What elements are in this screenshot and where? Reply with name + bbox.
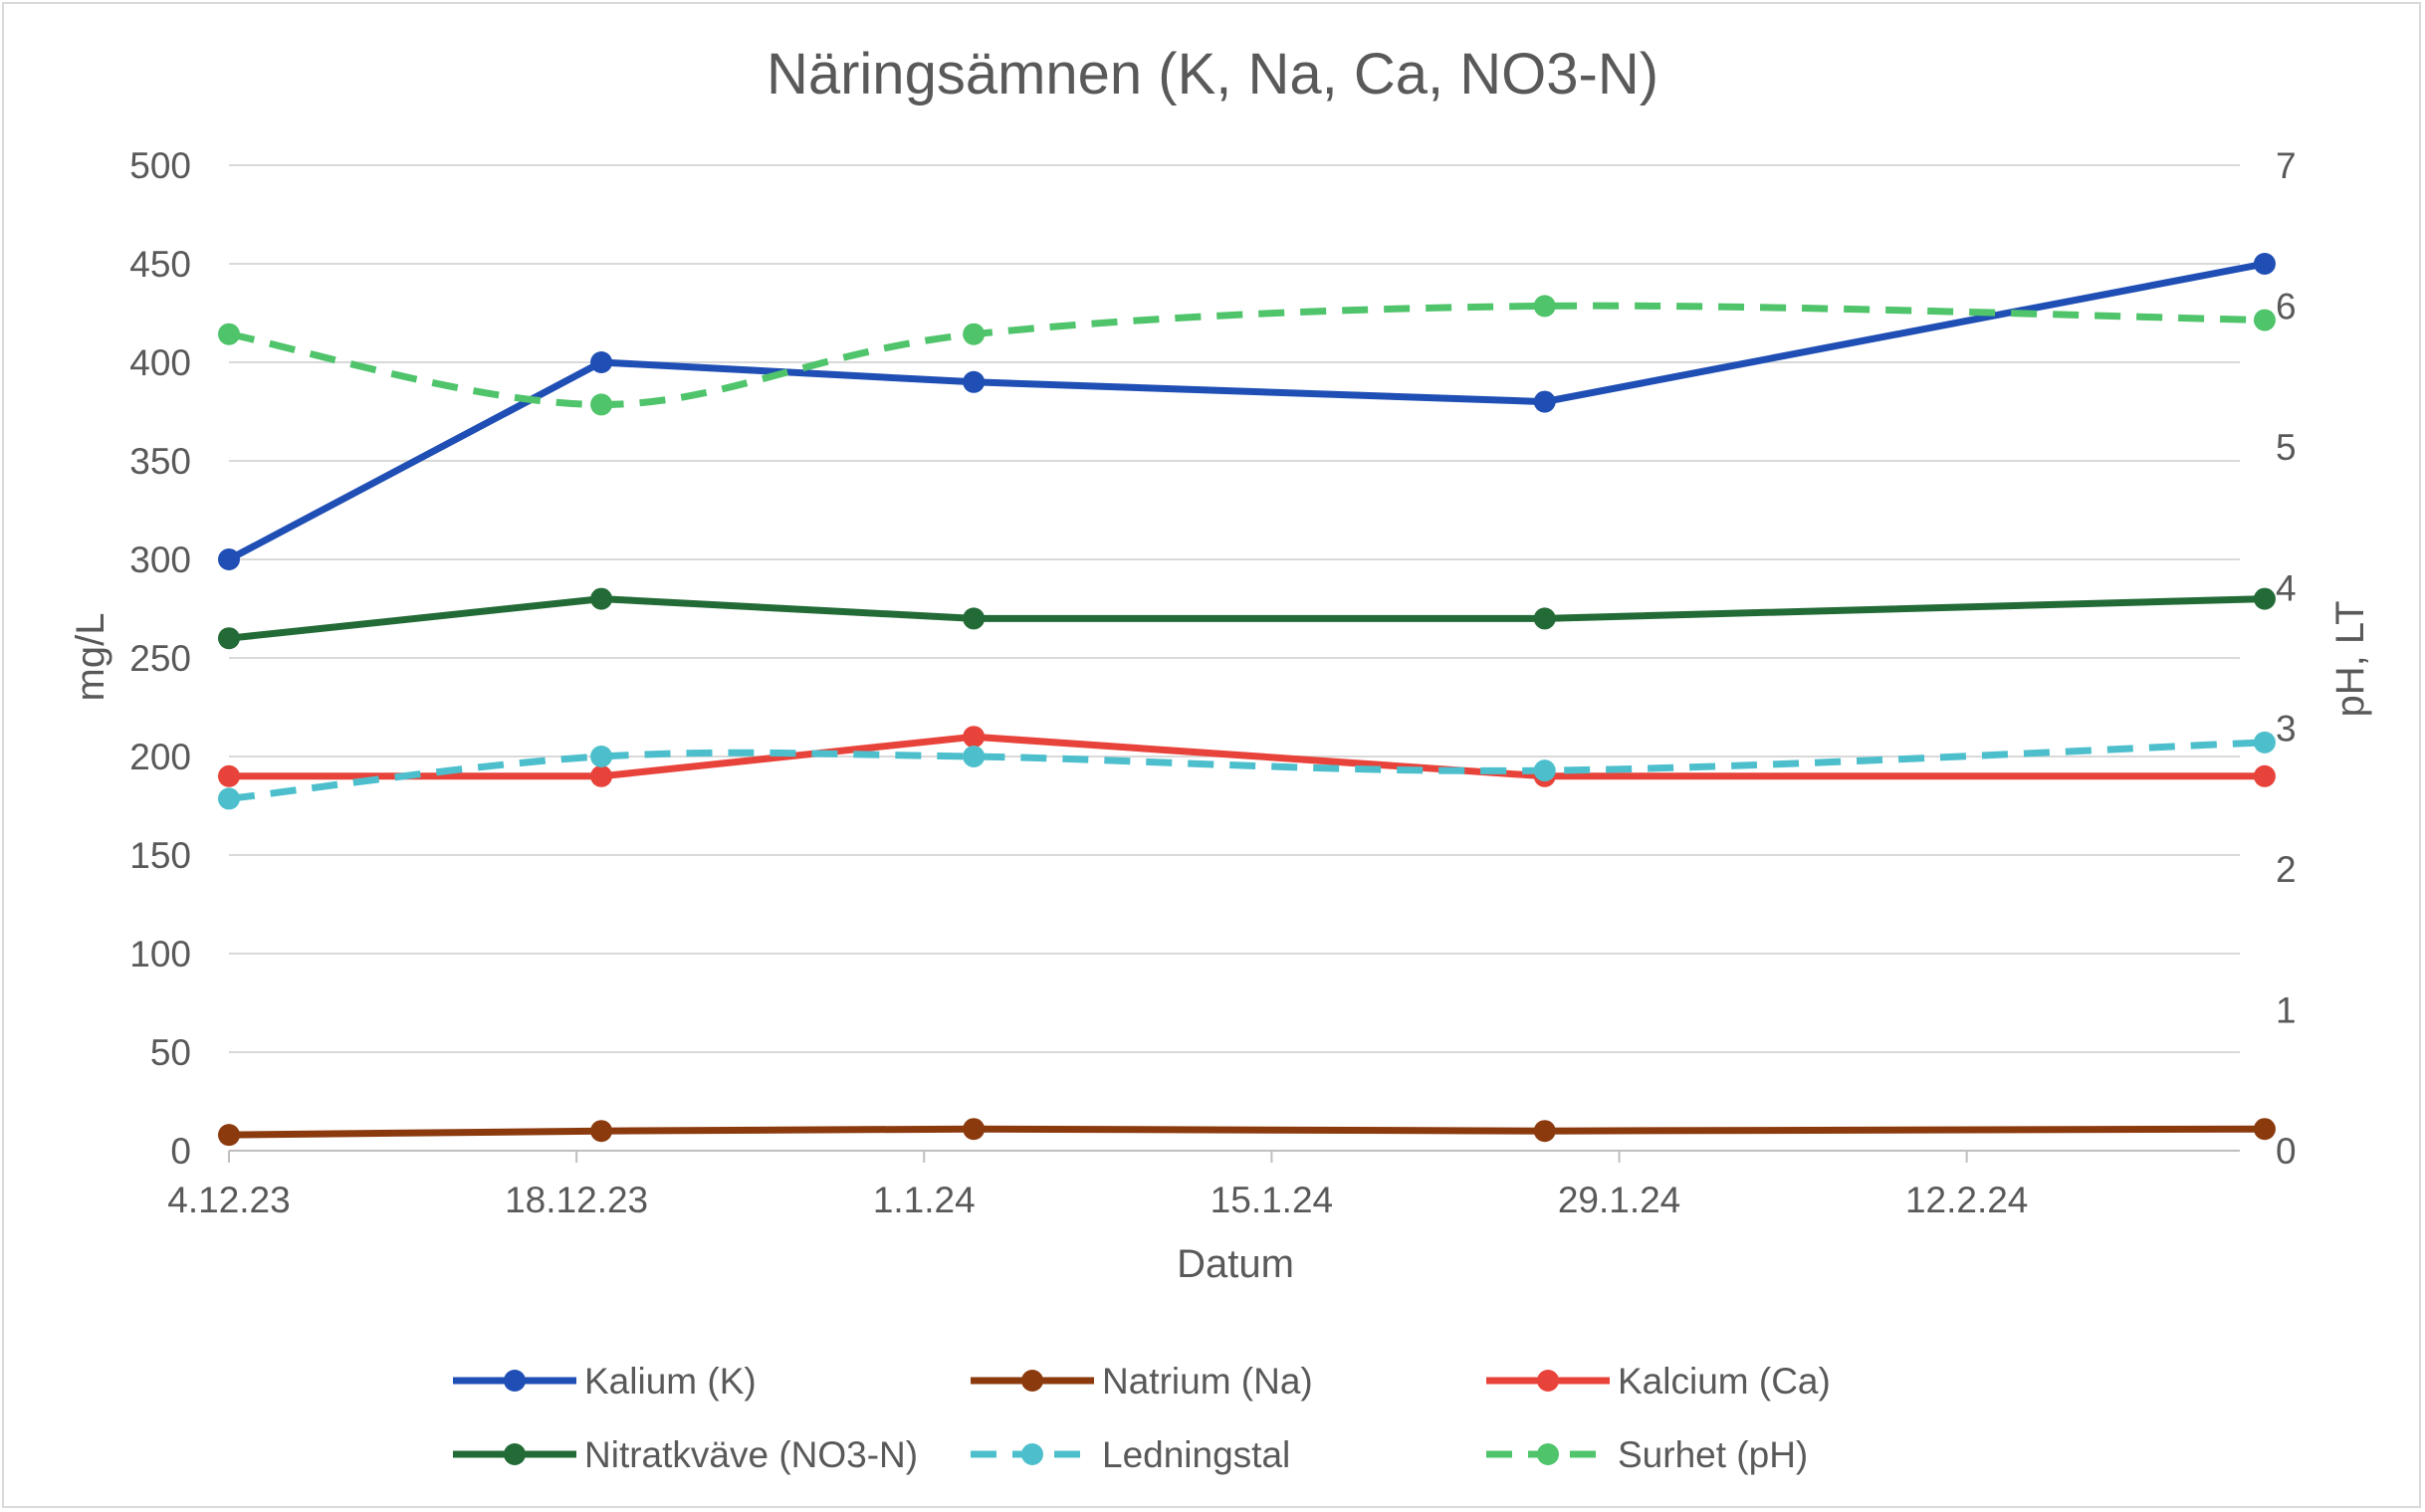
y-tick-label: 300 [129, 540, 191, 580]
data-point [963, 726, 986, 749]
legend-marker [1537, 1370, 1559, 1392]
data-point [1533, 1120, 1556, 1143]
x-axis-title: Datum [1177, 1242, 1294, 1286]
y2-tick-label: 2 [2276, 849, 2297, 890]
y2-tick-label: 1 [2276, 990, 2297, 1031]
y2-axis-title: pH, LT [2328, 600, 2372, 717]
legend-marker [1021, 1443, 1043, 1465]
data-point [218, 787, 240, 810]
y-tick-label: 0 [170, 1131, 191, 1172]
y-tick-label: 500 [129, 145, 191, 186]
y2-tick-label: 4 [2276, 567, 2297, 608]
legend-label: Natrium (Na) [1102, 1361, 1313, 1402]
series-line [228, 302, 2266, 408]
legend-label: Kalcium (Ca) [1618, 1361, 1831, 1402]
y-tick-label: 100 [129, 934, 191, 974]
legend-label: Ledningstal [1102, 1434, 1290, 1475]
data-point [590, 1120, 613, 1143]
y2-tick-label: 6 [2276, 286, 2297, 326]
y-tick-label: 250 [129, 638, 191, 679]
data-point [218, 1124, 240, 1147]
data-point [218, 764, 240, 787]
x-tick-label: 15.1.24 [1211, 1180, 1333, 1220]
series-2 [218, 726, 2276, 787]
data-point [2253, 587, 2276, 610]
data-point [218, 627, 240, 650]
legend-marker [1021, 1370, 1043, 1392]
y-axis-left: 0 50 100 150 200 250 300 350 400 450 500 [129, 145, 191, 1172]
legend-marker [504, 1443, 526, 1465]
y2-tick-label: 3 [2276, 709, 2297, 750]
x-axis: 4.12.23 18.12.23 1.1.24 15.1.24 29.1.24 12.2.… [167, 1150, 2240, 1220]
y-axis-title: mg/L [69, 613, 112, 702]
series-0 [218, 253, 2276, 570]
x-tick-label: 4.12.23 [167, 1180, 290, 1220]
y-tick-label: 400 [129, 342, 191, 383]
legend-marker [1537, 1443, 1559, 1465]
legend-label: Kalium (K) [584, 1361, 757, 1402]
y-axis-right: 0 1 2 3 4 5 6 7 [2276, 145, 2297, 1172]
data-point [2253, 731, 2276, 754]
x-tick-label: 29.1.24 [1558, 1180, 1680, 1220]
y-tick-label: 350 [129, 441, 191, 482]
x-tick-label: 12.2.24 [1905, 1180, 2028, 1220]
data-point [1533, 390, 1556, 413]
legend-item: Natrium (Na) [971, 1361, 1313, 1402]
x-tick-label: 18.12.23 [505, 1180, 648, 1220]
legend-label: Nitratkväve (NO3-N) [584, 1434, 918, 1475]
y2-tick-label: 5 [2276, 427, 2297, 468]
data-point [2253, 253, 2276, 275]
data-point [590, 587, 613, 610]
data-point [590, 764, 613, 787]
data-point [1533, 607, 1556, 630]
legend-marker [504, 1370, 526, 1392]
series-4 [218, 731, 2276, 810]
y2-tick-label: 0 [2276, 1131, 2297, 1172]
series-5 [218, 295, 2276, 416]
data-point [2253, 1118, 2276, 1141]
legend-item: Nitratkväve (NO3-N) [453, 1434, 918, 1475]
data-point [590, 351, 613, 373]
series-line [227, 260, 2266, 563]
legend-item: Surhet (pH) [1486, 1434, 1808, 1475]
data-point [963, 746, 986, 767]
y-tick-label: 50 [150, 1032, 191, 1073]
y-tick-label: 200 [129, 737, 191, 777]
y-tick-label: 450 [129, 244, 191, 285]
plot-area [218, 253, 2276, 1147]
y2-tick-label: 7 [2276, 145, 2297, 186]
data-point [2253, 764, 2276, 787]
data-point [963, 1118, 986, 1141]
data-point [1533, 759, 1556, 782]
legend: Kalium (K) Natrium (Na) Kalcium (Ca) Nitrat… [453, 1361, 1831, 1475]
data-point [1533, 295, 1556, 318]
series-line [228, 595, 2266, 642]
chart-title: Näringsämnen (K, Na, Ca, NO3-N) [767, 42, 1658, 107]
data-point [2253, 309, 2276, 331]
data-point [590, 746, 613, 767]
data-point [218, 548, 240, 570]
data-point [963, 607, 986, 630]
series-3 [218, 587, 2276, 650]
data-point [590, 393, 613, 416]
legend-item: Ledningstal [971, 1434, 1290, 1475]
data-point [218, 323, 240, 345]
legend-label: Surhet (pH) [1618, 1434, 1808, 1475]
x-tick-label: 1.1.24 [873, 1180, 976, 1220]
legend-item: Kalcium (Ca) [1486, 1361, 1831, 1402]
data-point [963, 323, 986, 345]
data-point [963, 370, 986, 393]
series-line [228, 739, 2266, 802]
y-tick-label: 150 [129, 835, 191, 876]
series-1 [218, 1118, 2276, 1147]
legend-item: Kalium (K) [453, 1361, 757, 1402]
gridlines [229, 164, 2240, 1053]
series-line [228, 1125, 2265, 1139]
